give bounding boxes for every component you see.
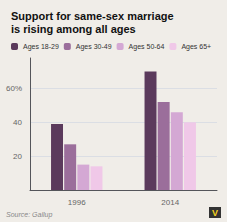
- svg-text:is rising among all ages: is rising among all ages: [11, 23, 136, 35]
- svg-text:1996: 1996: [68, 198, 86, 207]
- svg-text:60%: 60%: [6, 84, 22, 93]
- svg-text:2014: 2014: [161, 198, 179, 207]
- svg-text:20: 20: [13, 152, 22, 161]
- svg-text:40: 40: [13, 118, 22, 127]
- svg-text:Source: Gallup: Source: Gallup: [6, 211, 52, 219]
- svg-text:Support for same-sex marriage: Support for same-sex marriage: [11, 10, 174, 22]
- svg-text:Ages 65+: Ages 65+: [181, 43, 211, 51]
- svg-text:Ages 18-29: Ages 18-29: [23, 43, 59, 51]
- svg-text:Ages 50-64: Ages 50-64: [129, 43, 165, 51]
- svg-text:Ages 30-49: Ages 30-49: [76, 43, 112, 51]
- svg-text:V: V: [212, 208, 218, 218]
